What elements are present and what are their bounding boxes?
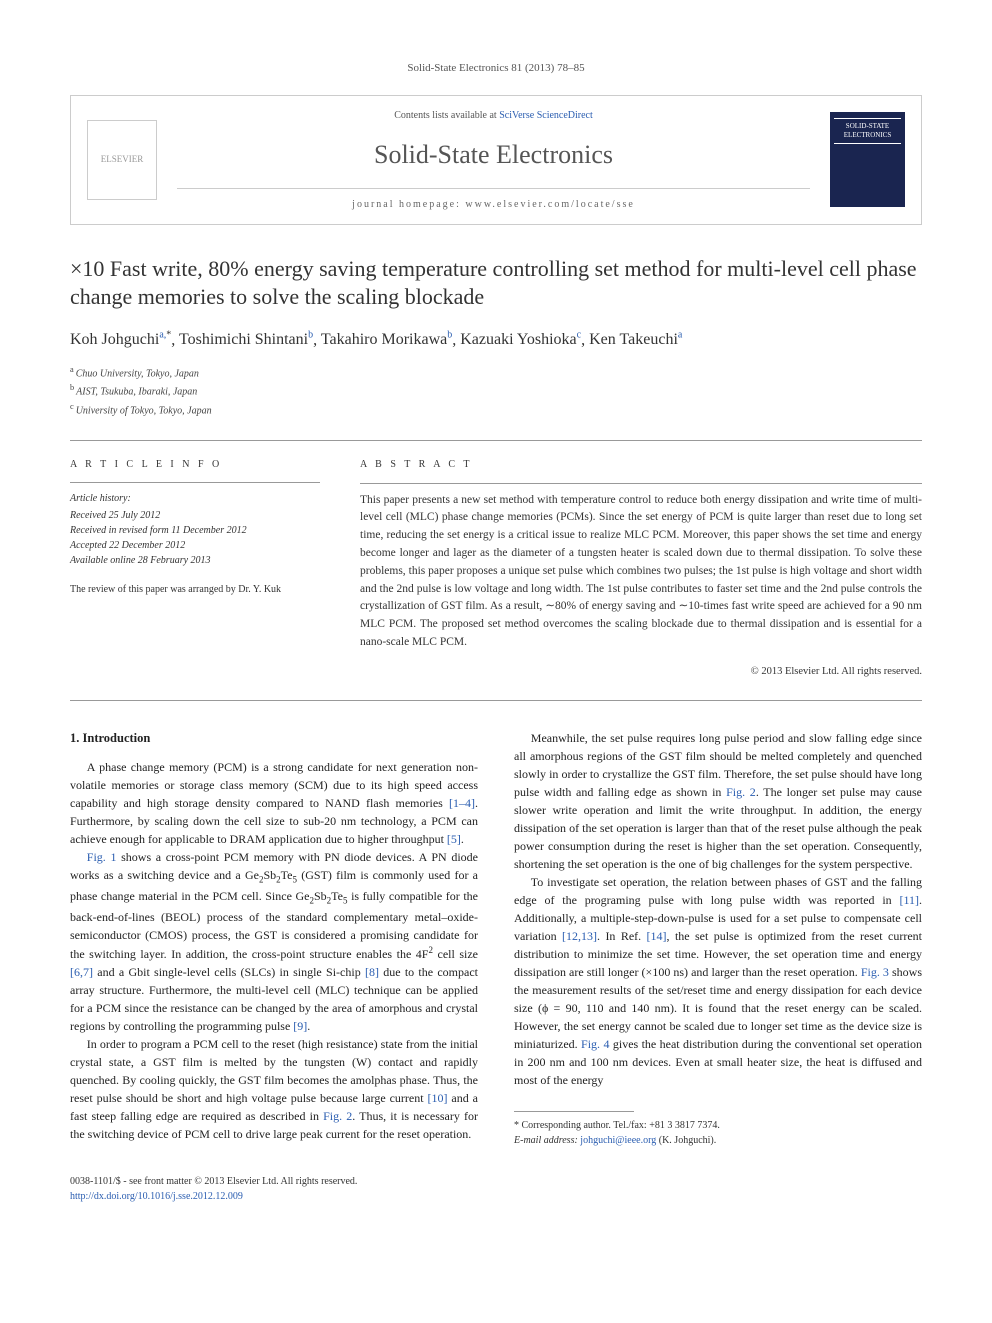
contents-available-line: Contents lists available at SciVerse Sci… bbox=[177, 108, 810, 123]
figure-link[interactable]: Fig. 4 bbox=[581, 1037, 609, 1051]
journal-cover-thumbnail: SOLID-STATE ELECTRONICS bbox=[830, 112, 905, 207]
abstract-block: A B S T R A C T This paper presents a ne… bbox=[360, 457, 922, 680]
author-email-link[interactable]: johguchi@ieee.org bbox=[580, 1135, 656, 1146]
citation-link[interactable]: [8] bbox=[365, 965, 379, 979]
authors-list: Koh Johguchia,*, Toshimichi Shintanib, T… bbox=[70, 328, 922, 352]
doi-line: http://dx.doi.org/10.1016/j.sse.2012.12.… bbox=[70, 1189, 357, 1204]
affiliation: cUniversity of Tokyo, Tokyo, Japan bbox=[70, 401, 922, 418]
sciencedirect-link[interactable]: SciVerse ScienceDirect bbox=[499, 110, 593, 121]
page-container: Solid-State Electronics 81 (2013) 78–85 … bbox=[0, 0, 992, 1244]
abstract-text: This paper presents a new set method wit… bbox=[360, 492, 922, 652]
doi-link[interactable]: http://dx.doi.org/10.1016/j.sse.2012.12.… bbox=[70, 1191, 243, 1202]
citation-link[interactable]: [9] bbox=[293, 1019, 307, 1033]
journal-homepage-url[interactable]: www.elsevier.com/locate/sse bbox=[465, 199, 634, 210]
history-line: Available online 28 February 2013 bbox=[70, 553, 320, 568]
citation-link[interactable]: [5] bbox=[447, 832, 461, 846]
author: Takahiro Morikawab bbox=[321, 331, 452, 348]
history-line: Accepted 22 December 2012 bbox=[70, 538, 320, 553]
journal-reference: Solid-State Electronics 81 (2013) 78–85 bbox=[70, 60, 922, 77]
body-paragraph: Meanwhile, the set pulse requires long p… bbox=[514, 729, 922, 873]
body-paragraph: In order to program a PCM cell to the re… bbox=[70, 1035, 478, 1143]
body-paragraph: Fig. 1 shows a cross-point PCM memory wi… bbox=[70, 848, 478, 1035]
history-line: Received in revised form 11 December 201… bbox=[70, 523, 320, 538]
affiliation: aChuo University, Tokyo, Japan bbox=[70, 364, 922, 381]
body-paragraph: A phase change memory (PCM) is a strong … bbox=[70, 758, 478, 848]
citation-link[interactable]: [10] bbox=[428, 1091, 448, 1105]
author: Toshimichi Shintanib bbox=[179, 331, 313, 348]
article-info-block: A R T I C L E I N F O Article history: R… bbox=[70, 457, 320, 680]
figure-link[interactable]: Fig. 3 bbox=[861, 965, 889, 979]
figure-link[interactable]: Fig. 2 bbox=[726, 785, 756, 799]
corresponding-author-footnote: * Corresponding author. Tel./fax: +81 3 … bbox=[514, 1118, 922, 1148]
citation-link[interactable]: [11] bbox=[899, 893, 919, 907]
article-title: ×10 Fast write, 80% energy saving temper… bbox=[70, 255, 922, 312]
journal-name: Solid-State Electronics bbox=[177, 135, 810, 174]
page-footer: 0038-1101/$ - see front matter © 2013 El… bbox=[70, 1174, 922, 1204]
email-line: E-mail address: johguchi@ieee.org (K. Jo… bbox=[514, 1133, 922, 1148]
figure-link[interactable]: Fig. 1 bbox=[87, 850, 117, 864]
copyright-line: © 2013 Elsevier Ltd. All rights reserved… bbox=[360, 664, 922, 680]
footnote-separator bbox=[514, 1111, 634, 1112]
header-center: Contents lists available at SciVerse Sci… bbox=[177, 108, 810, 212]
info-abstract-row: A R T I C L E I N F O Article history: R… bbox=[70, 457, 922, 680]
affiliation: bAIST, Tsukuba, Ibaraki, Japan bbox=[70, 382, 922, 399]
citation-link[interactable]: [6,7] bbox=[70, 965, 93, 979]
author: Ken Takeuchia bbox=[589, 331, 682, 348]
author: Kazuaki Yoshiokac bbox=[460, 331, 581, 348]
horizontal-rule bbox=[70, 440, 922, 441]
publisher-logo: ELSEVIER bbox=[87, 120, 157, 200]
article-info-label: A R T I C L E I N F O bbox=[70, 457, 320, 472]
review-note: The review of this paper was arranged by… bbox=[70, 582, 320, 597]
figure-link[interactable]: Fig. 2 bbox=[323, 1109, 352, 1123]
horizontal-rule bbox=[70, 700, 922, 701]
journal-homepage-line: journal homepage: www.elsevier.com/locat… bbox=[177, 188, 810, 212]
citation-link[interactable]: [12,13] bbox=[562, 929, 597, 943]
abstract-label: A B S T R A C T bbox=[360, 457, 922, 473]
author: Koh Johguchia,* bbox=[70, 331, 171, 348]
journal-header-box: ELSEVIER Contents lists available at Sci… bbox=[70, 95, 922, 225]
history-line: Received 25 July 2012 bbox=[70, 508, 320, 523]
article-body: 1. Introduction A phase change memory (P… bbox=[70, 729, 922, 1148]
section-heading: 1. Introduction bbox=[70, 729, 478, 748]
citation-link[interactable]: [14] bbox=[647, 929, 667, 943]
history-heading: Article history: bbox=[70, 491, 320, 506]
body-paragraph: To investigate set operation, the relati… bbox=[514, 873, 922, 1089]
corr-author-line: * Corresponding author. Tel./fax: +81 3 … bbox=[514, 1118, 922, 1133]
issn-line: 0038-1101/$ - see front matter © 2013 El… bbox=[70, 1174, 357, 1189]
citation-link[interactable]: [1–4] bbox=[449, 796, 475, 810]
affiliations: aChuo University, Tokyo, Japan bAIST, Ts… bbox=[70, 364, 922, 418]
